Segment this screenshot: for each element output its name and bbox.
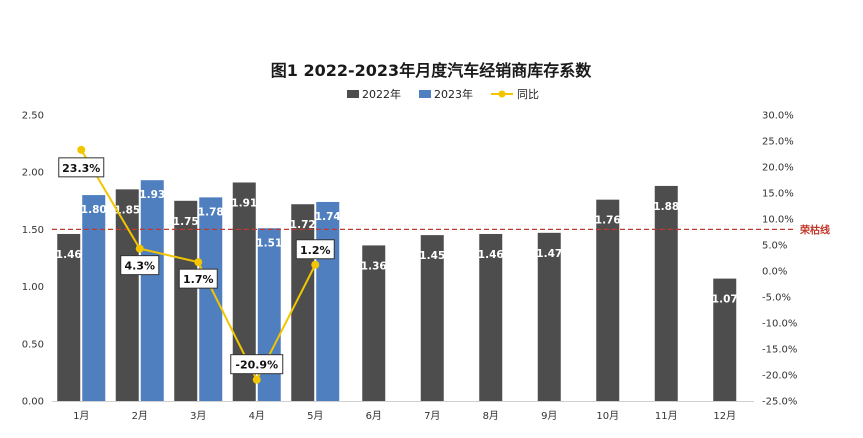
y-right-tick-label: 5.0% [762, 241, 787, 252]
yoy-label-box [295, 239, 335, 260]
y-right-tick-label: 0.0% [762, 267, 787, 278]
x-tick-label: 9月 [541, 410, 557, 422]
legend: 2022年 2023年 同比 [347, 87, 539, 101]
y-left-tick-label: 1.00 [22, 282, 44, 293]
yoy-point [77, 145, 86, 154]
y-right-tick-label: 10.0% [762, 215, 794, 226]
bar-2022 [57, 233, 81, 401]
y-right-tick-label: 20.0% [762, 163, 794, 174]
y-left-tick-label: 0.00 [22, 397, 44, 408]
x-tick-label: 11月 [655, 410, 678, 422]
yoy-point [252, 375, 261, 384]
bar-label-2023: 1.51 [256, 237, 282, 249]
bar-label-2023: 1.78 [198, 206, 224, 218]
bar-2022 [654, 185, 678, 401]
bar-label-2022: 1.46 [478, 249, 504, 261]
yoy-label: 1.7% [183, 273, 214, 286]
bar-label-2022: 1.07 [712, 294, 738, 306]
yoy-label-box [120, 255, 160, 276]
x-tick-label: 2月 [132, 410, 148, 422]
bars: 1.46 1.80 1.85 1.93 1.751.78 1.91 1.51 1.721.74… [56, 180, 738, 401]
bar-label-2022: 1.45 [419, 250, 445, 262]
yoy-label-box [178, 268, 218, 289]
yoy-label-box [230, 354, 284, 375]
bar-label-2022: 1.75 [173, 216, 199, 228]
y-right-tick-label: 30.0% [762, 111, 794, 122]
bar-2023 [82, 195, 106, 401]
bar-label-2023: 1.74 [315, 211, 341, 223]
bar-2022 [713, 278, 737, 401]
x-tick-label: 6月 [366, 410, 382, 422]
bar-2022 [596, 199, 620, 401]
yoy-label-box [58, 157, 105, 178]
x-tick-label: 8月 [483, 410, 499, 422]
x-tick-label: 12月 [713, 410, 736, 422]
bar-2023 [257, 228, 281, 401]
axes: 0.00 0.50 1.00 1.50 2.00 2.50 -25.0% -20.0% -15.… [22, 111, 798, 423]
bar-2022 [115, 189, 139, 401]
y-right-tick-label: 25.0% [762, 137, 794, 148]
bar-label-2022: 1.88 [653, 201, 679, 213]
bar-label-2022: 1.46 [56, 249, 82, 261]
y-right-tick-label: 15.0% [762, 189, 794, 200]
y-left-tick-label: 2.00 [22, 168, 44, 179]
chart-title: 图1 2022-2023年月度汽车经销商库存系数 [271, 61, 592, 80]
x-tick-label: 3月 [190, 410, 206, 422]
bar-label-2022: 1.72 [290, 219, 316, 231]
x-tick-label: 5月 [307, 410, 323, 422]
legend-swatch-2022 [347, 90, 359, 98]
yoy-line-group: 23.3% 4.3% 1.7% -20.9% 1.2% [58, 145, 335, 384]
yoy-label: 4.3% [124, 260, 155, 273]
y-right-tick-label: -25.0% [762, 397, 797, 408]
x-tick-label: 1月 [73, 410, 89, 422]
yoy-point [135, 244, 144, 253]
bar-2023 [316, 201, 340, 401]
legend-label-2022: 2022年 [362, 87, 401, 101]
y-right-tick-label: -10.0% [762, 319, 797, 330]
legend-label-yoy: 同比 [517, 88, 539, 101]
yoy-label: -20.9% [235, 359, 278, 372]
y-right-tick-label: -20.0% [762, 371, 797, 382]
bar-2023 [199, 197, 223, 401]
yoy-point [311, 260, 320, 269]
bar-2023 [140, 180, 164, 401]
x-tick-label: 7月 [424, 410, 440, 422]
x-tick-label: 4月 [249, 410, 265, 422]
bar-label-2022: 1.47 [536, 248, 562, 260]
y-left-tick-label: 2.50 [22, 111, 44, 122]
legend-label-2023: 2023年 [434, 87, 473, 101]
bar-label-2022: 1.36 [361, 260, 387, 272]
yoy-point [194, 258, 203, 267]
yoy-label: 1.2% [300, 244, 331, 257]
y-right-tick-label: -15.0% [762, 345, 797, 356]
bar-label-2022: 1.76 [595, 215, 621, 227]
y-right-tick-label: -5.0% [762, 293, 791, 304]
bar-label-2023: 1.93 [139, 189, 165, 201]
bar-2022 [537, 232, 561, 401]
bar-2022 [232, 182, 256, 401]
bar-2022 [362, 245, 386, 401]
reference-line-label: 荣枯线 [799, 223, 830, 236]
bar-2022 [174, 200, 198, 401]
bar-2022 [291, 204, 315, 401]
y-left-tick-label: 0.50 [22, 339, 44, 350]
bar-label-2023: 1.80 [81, 204, 107, 216]
y-left-tick-label: 1.50 [22, 225, 44, 236]
yoy-label: 23.3% [62, 162, 100, 175]
bar-2022 [479, 233, 503, 401]
reference-line-group: 荣枯线 [52, 223, 830, 236]
legend-swatch-2023 [419, 90, 431, 98]
bar-2022 [420, 235, 444, 401]
bar-label-2022: 1.91 [231, 197, 257, 209]
bar-label-2022: 1.85 [114, 204, 140, 216]
legend-marker-yoy [498, 90, 506, 98]
x-tick-label: 10月 [596, 410, 619, 422]
